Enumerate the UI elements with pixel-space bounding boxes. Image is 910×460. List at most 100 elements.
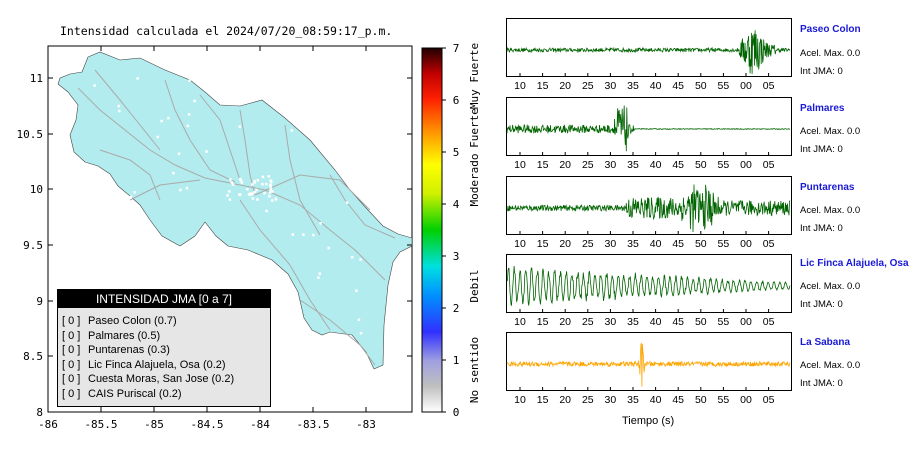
lon-tick-label: -85.5 — [84, 418, 117, 431]
time-tick-label: 45 — [672, 159, 684, 171]
waveform-panel: 10 15 20 25 30 35 40 45 50 55 00 05 — [506, 18, 797, 92]
time-tick-label: 15 — [537, 159, 549, 171]
time-tick-label: 35 — [627, 80, 639, 92]
legend-item: [ 0 ] Lic Finca Alajuela, Osa (0.2) — [62, 358, 226, 371]
legend-item: [ 0 ] Cuesta Moras, San Jose (0.2) — [62, 373, 235, 386]
time-tick-label: 35 — [627, 238, 639, 250]
waveform-trace — [506, 265, 791, 306]
colorbar-tick-label: 0 — [453, 406, 460, 419]
lat-tick-label: 9 — [36, 295, 43, 308]
legend-title: INTENSIDAD JMA [0 a 7] — [58, 290, 270, 308]
time-tick-label: 40 — [650, 80, 662, 92]
lat-tick-label: 8 — [36, 406, 43, 419]
colorbar-category-label: Moderado — [468, 154, 481, 207]
time-tick-label: 30 — [605, 238, 617, 250]
waveform-trace — [506, 342, 791, 387]
lat-tick-label: 11 — [30, 72, 43, 85]
waveform-panel: 10 15 20 25 30 35 40 45 50 55 00 05 — [506, 176, 797, 250]
station-name: La Sabana — [800, 337, 851, 348]
lat-tick-label: 9.5 — [23, 239, 43, 252]
time-tick-label: 40 — [650, 394, 662, 406]
time-tick-label: 30 — [605, 80, 617, 92]
time-tick-label: 55 — [718, 159, 730, 171]
time-tick-label: 50 — [695, 80, 707, 92]
time-tick-label: 05 — [763, 316, 775, 328]
time-tick-label: 45 — [672, 316, 684, 328]
time-tick-label: 20 — [559, 394, 571, 406]
time-tick-label: 00 — [740, 238, 752, 250]
colorbar-category-label: Debil — [468, 269, 481, 302]
colorbar-tick-label: 3 — [453, 250, 460, 263]
colorbar-category-label: No sentido — [468, 337, 481, 403]
lon-tick-label: -83 — [356, 418, 376, 431]
time-tick-label: 40 — [650, 316, 662, 328]
lon-tick-label: -84 — [250, 418, 270, 431]
time-tick-label: 15 — [537, 316, 549, 328]
station-int: Int JMA: 0 — [800, 223, 843, 234]
time-tick-label: 55 — [718, 316, 730, 328]
time-tick-label: 35 — [627, 316, 639, 328]
waveform-trace — [506, 105, 791, 152]
colorbar-category-label: Fuerte — [468, 108, 481, 148]
lon-tick-label: -85 — [144, 418, 164, 431]
map-title: Intensidad calculada el 2024/07/20_08:59… — [60, 24, 393, 38]
time-tick-label: 55 — [718, 238, 730, 250]
lon-tick-label: -86 — [38, 418, 58, 431]
time-tick-label: 30 — [605, 394, 617, 406]
time-tick-label: 05 — [763, 80, 775, 92]
time-tick-label: 20 — [559, 159, 571, 171]
colorbar-gradient — [421, 47, 443, 413]
waveform-panel: 10 15 20 25 30 35 40 45 50 55 00 05 — [506, 97, 797, 171]
time-tick-label: 20 — [559, 316, 571, 328]
station-acel: Acel. Max. 0.0 — [800, 48, 861, 59]
time-tick-label: 40 — [650, 238, 662, 250]
lat-tick-label: 8.5 — [23, 350, 43, 363]
station-int: Int JMA: 0 — [800, 66, 843, 77]
station-acel: Acel. Max. 0.0 — [800, 205, 861, 216]
colorbar-category-label: Muy Fuerte — [468, 43, 481, 109]
road-network — [77, 69, 396, 366]
time-tick-label: 05 — [763, 238, 775, 250]
time-tick-label: 45 — [672, 80, 684, 92]
time-tick-label: 10 — [514, 316, 526, 328]
time-tick-label: 25 — [582, 316, 594, 328]
time-tick-label: 10 — [514, 394, 526, 406]
time-axis-label: Tiempo (s) — [622, 415, 675, 427]
time-tick-label: 30 — [605, 159, 617, 171]
station-int: Int JMA: 0 — [800, 299, 843, 310]
station-acel: Acel. Max. 0.0 — [800, 281, 861, 292]
legend-item: [ 0 ] Paseo Colon (0.7) — [62, 315, 177, 327]
lat-tick-label: 10.5 — [17, 128, 44, 141]
legend-item: [ 0 ] CAIS Puriscal (0.2) — [62, 387, 182, 400]
time-tick-label: 25 — [582, 238, 594, 250]
time-tick-label: 25 — [582, 394, 594, 406]
legend-item: [ 0 ] Palmares (0.5) — [62, 329, 161, 342]
time-tick-label: 20 — [559, 80, 571, 92]
station-name: Lic Finca Alajuela, Osa — [800, 258, 909, 269]
costa-rica-land — [57, 51, 412, 370]
time-tick-label: 10 — [514, 159, 526, 171]
time-tick-label: 25 — [582, 80, 594, 92]
station-acel: Acel. Max. 0.0 — [800, 126, 861, 137]
time-tick-label: 15 — [537, 238, 549, 250]
station-int: Int JMA: 0 — [800, 378, 843, 389]
legend-item: [ 0 ] Puntarenas (0.3) — [62, 344, 170, 357]
time-tick-label: 00 — [740, 316, 752, 328]
waveform-trace — [506, 184, 791, 233]
time-tick-label: 05 — [763, 159, 775, 171]
colorbar-tick-label: 1 — [453, 354, 460, 367]
time-tick-label: 35 — [627, 159, 639, 171]
time-tick-label: 00 — [740, 80, 752, 92]
station-name: Palmares — [800, 103, 845, 114]
time-tick-label: 50 — [695, 316, 707, 328]
time-tick-label: 00 — [740, 159, 752, 171]
time-tick-label: 45 — [672, 394, 684, 406]
time-tick-label: 15 — [537, 80, 549, 92]
time-tick-label: 45 — [672, 238, 684, 250]
time-tick-label: 50 — [695, 238, 707, 250]
lon-tick-label: -83.5 — [296, 418, 329, 431]
time-tick-label: 35 — [627, 394, 639, 406]
time-tick-label: 10 — [514, 80, 526, 92]
time-tick-label: 00 — [740, 394, 752, 406]
time-tick-label: 30 — [605, 316, 617, 328]
